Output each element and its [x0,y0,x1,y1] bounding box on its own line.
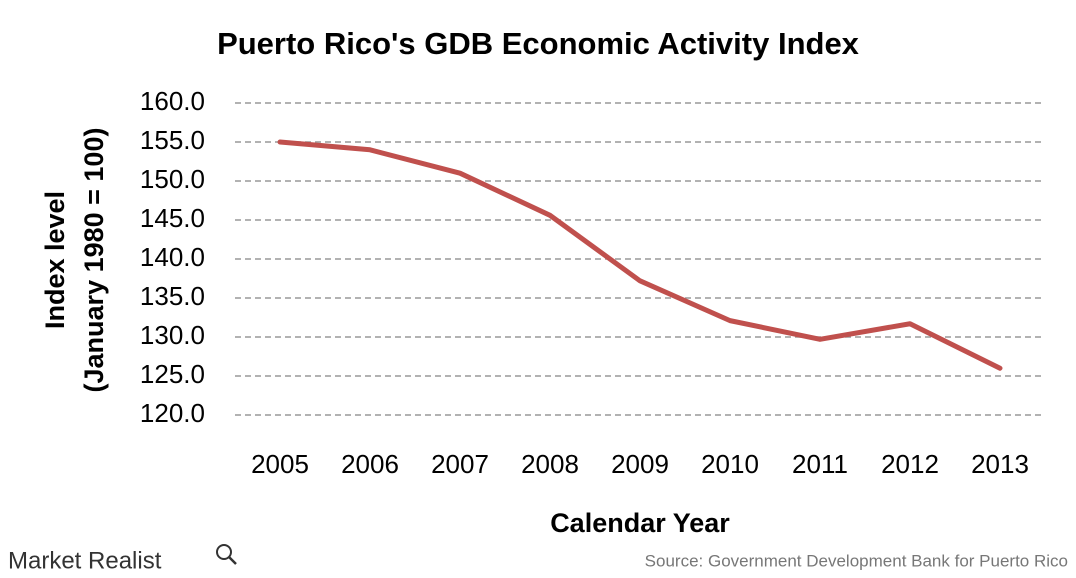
y-tick-label: 140.0 [140,242,205,272]
brand-icon [216,544,237,565]
x-axis-label: Calendar Year [550,508,730,538]
x-tick-label: 2008 [521,449,579,479]
y-tick-label: 155.0 [140,125,205,155]
chart-title: Puerto Rico's GDB Economic Activity Inde… [217,26,860,61]
y-tick-label: 125.0 [140,359,205,389]
x-tick-label: 2005 [251,449,309,479]
y-tick-label: 150.0 [140,164,205,194]
brand: Market Realist [8,547,162,574]
data-line [277,139,1003,371]
y-axis-label: Index level [40,191,70,329]
y-tick-label: 160.0 [140,86,205,116]
x-tick-label: 2011 [792,449,848,479]
x-tick-label: 2006 [341,449,399,479]
y-axis-label: (January 1980 = 100) [79,128,109,393]
y-tick-label: 120.0 [140,398,205,428]
x-tick-label: 2010 [701,449,759,479]
x-tick-label: 2007 [431,449,489,479]
y-tick-label: 135.0 [140,281,205,311]
source-note: Source: Government Development Bank for … [645,551,1068,570]
x-tick-label: 2013 [971,449,1029,479]
x-tick-label: 2009 [611,449,669,479]
y-tick-label: 130.0 [140,320,205,350]
x-tick-label: 2012 [881,449,939,479]
y-tick-label: 145.0 [140,203,205,233]
